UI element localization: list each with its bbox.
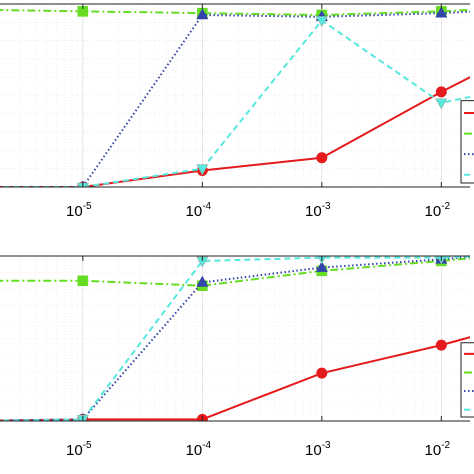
data-point bbox=[196, 275, 209, 287]
series-line bbox=[0, 336, 470, 421]
series-line bbox=[0, 10, 470, 187]
bottom-panel: 10-5 10-4 10-3 10-2 bbox=[0, 255, 474, 459]
legend bbox=[460, 342, 474, 418]
data-point bbox=[435, 86, 447, 98]
data-point bbox=[315, 16, 328, 28]
series-line bbox=[0, 256, 470, 421]
series-line bbox=[0, 19, 470, 187]
series-line bbox=[0, 8, 470, 16]
legend bbox=[460, 100, 474, 184]
x-tick-label: 10-3 bbox=[305, 201, 331, 220]
legend-box bbox=[460, 100, 474, 184]
series-line bbox=[0, 257, 470, 287]
x-tick-label: 10-5 bbox=[66, 201, 92, 220]
x-tick-label: 10-5 bbox=[66, 440, 92, 459]
top-panel: 10-5 10-4 10-3 10-2 bbox=[0, 3, 474, 220]
data-point bbox=[435, 98, 448, 110]
series-0 bbox=[0, 336, 470, 421]
series-1 bbox=[0, 6, 470, 21]
series-3 bbox=[0, 16, 470, 187]
grid bbox=[0, 256, 470, 421]
data-point bbox=[435, 6, 448, 18]
data-point bbox=[435, 339, 447, 351]
plot-area bbox=[0, 6, 470, 187]
data-point bbox=[315, 260, 328, 272]
series-line bbox=[0, 256, 470, 421]
x-tick-label: 10-2 bbox=[425, 440, 451, 459]
grid bbox=[0, 4, 470, 187]
data-point bbox=[196, 164, 209, 176]
x-tick-label: 10-4 bbox=[186, 440, 212, 459]
data-point bbox=[316, 367, 328, 379]
x-tick-label: 10-2 bbox=[425, 201, 451, 220]
x-tick-label: 10-3 bbox=[305, 440, 331, 459]
data-point bbox=[196, 8, 209, 20]
data-point bbox=[77, 6, 89, 17]
x-tick-label: 10-4 bbox=[186, 201, 212, 220]
legend-box bbox=[460, 342, 474, 418]
data-point bbox=[316, 152, 328, 164]
series-line bbox=[0, 76, 470, 187]
data-point bbox=[77, 275, 89, 287]
